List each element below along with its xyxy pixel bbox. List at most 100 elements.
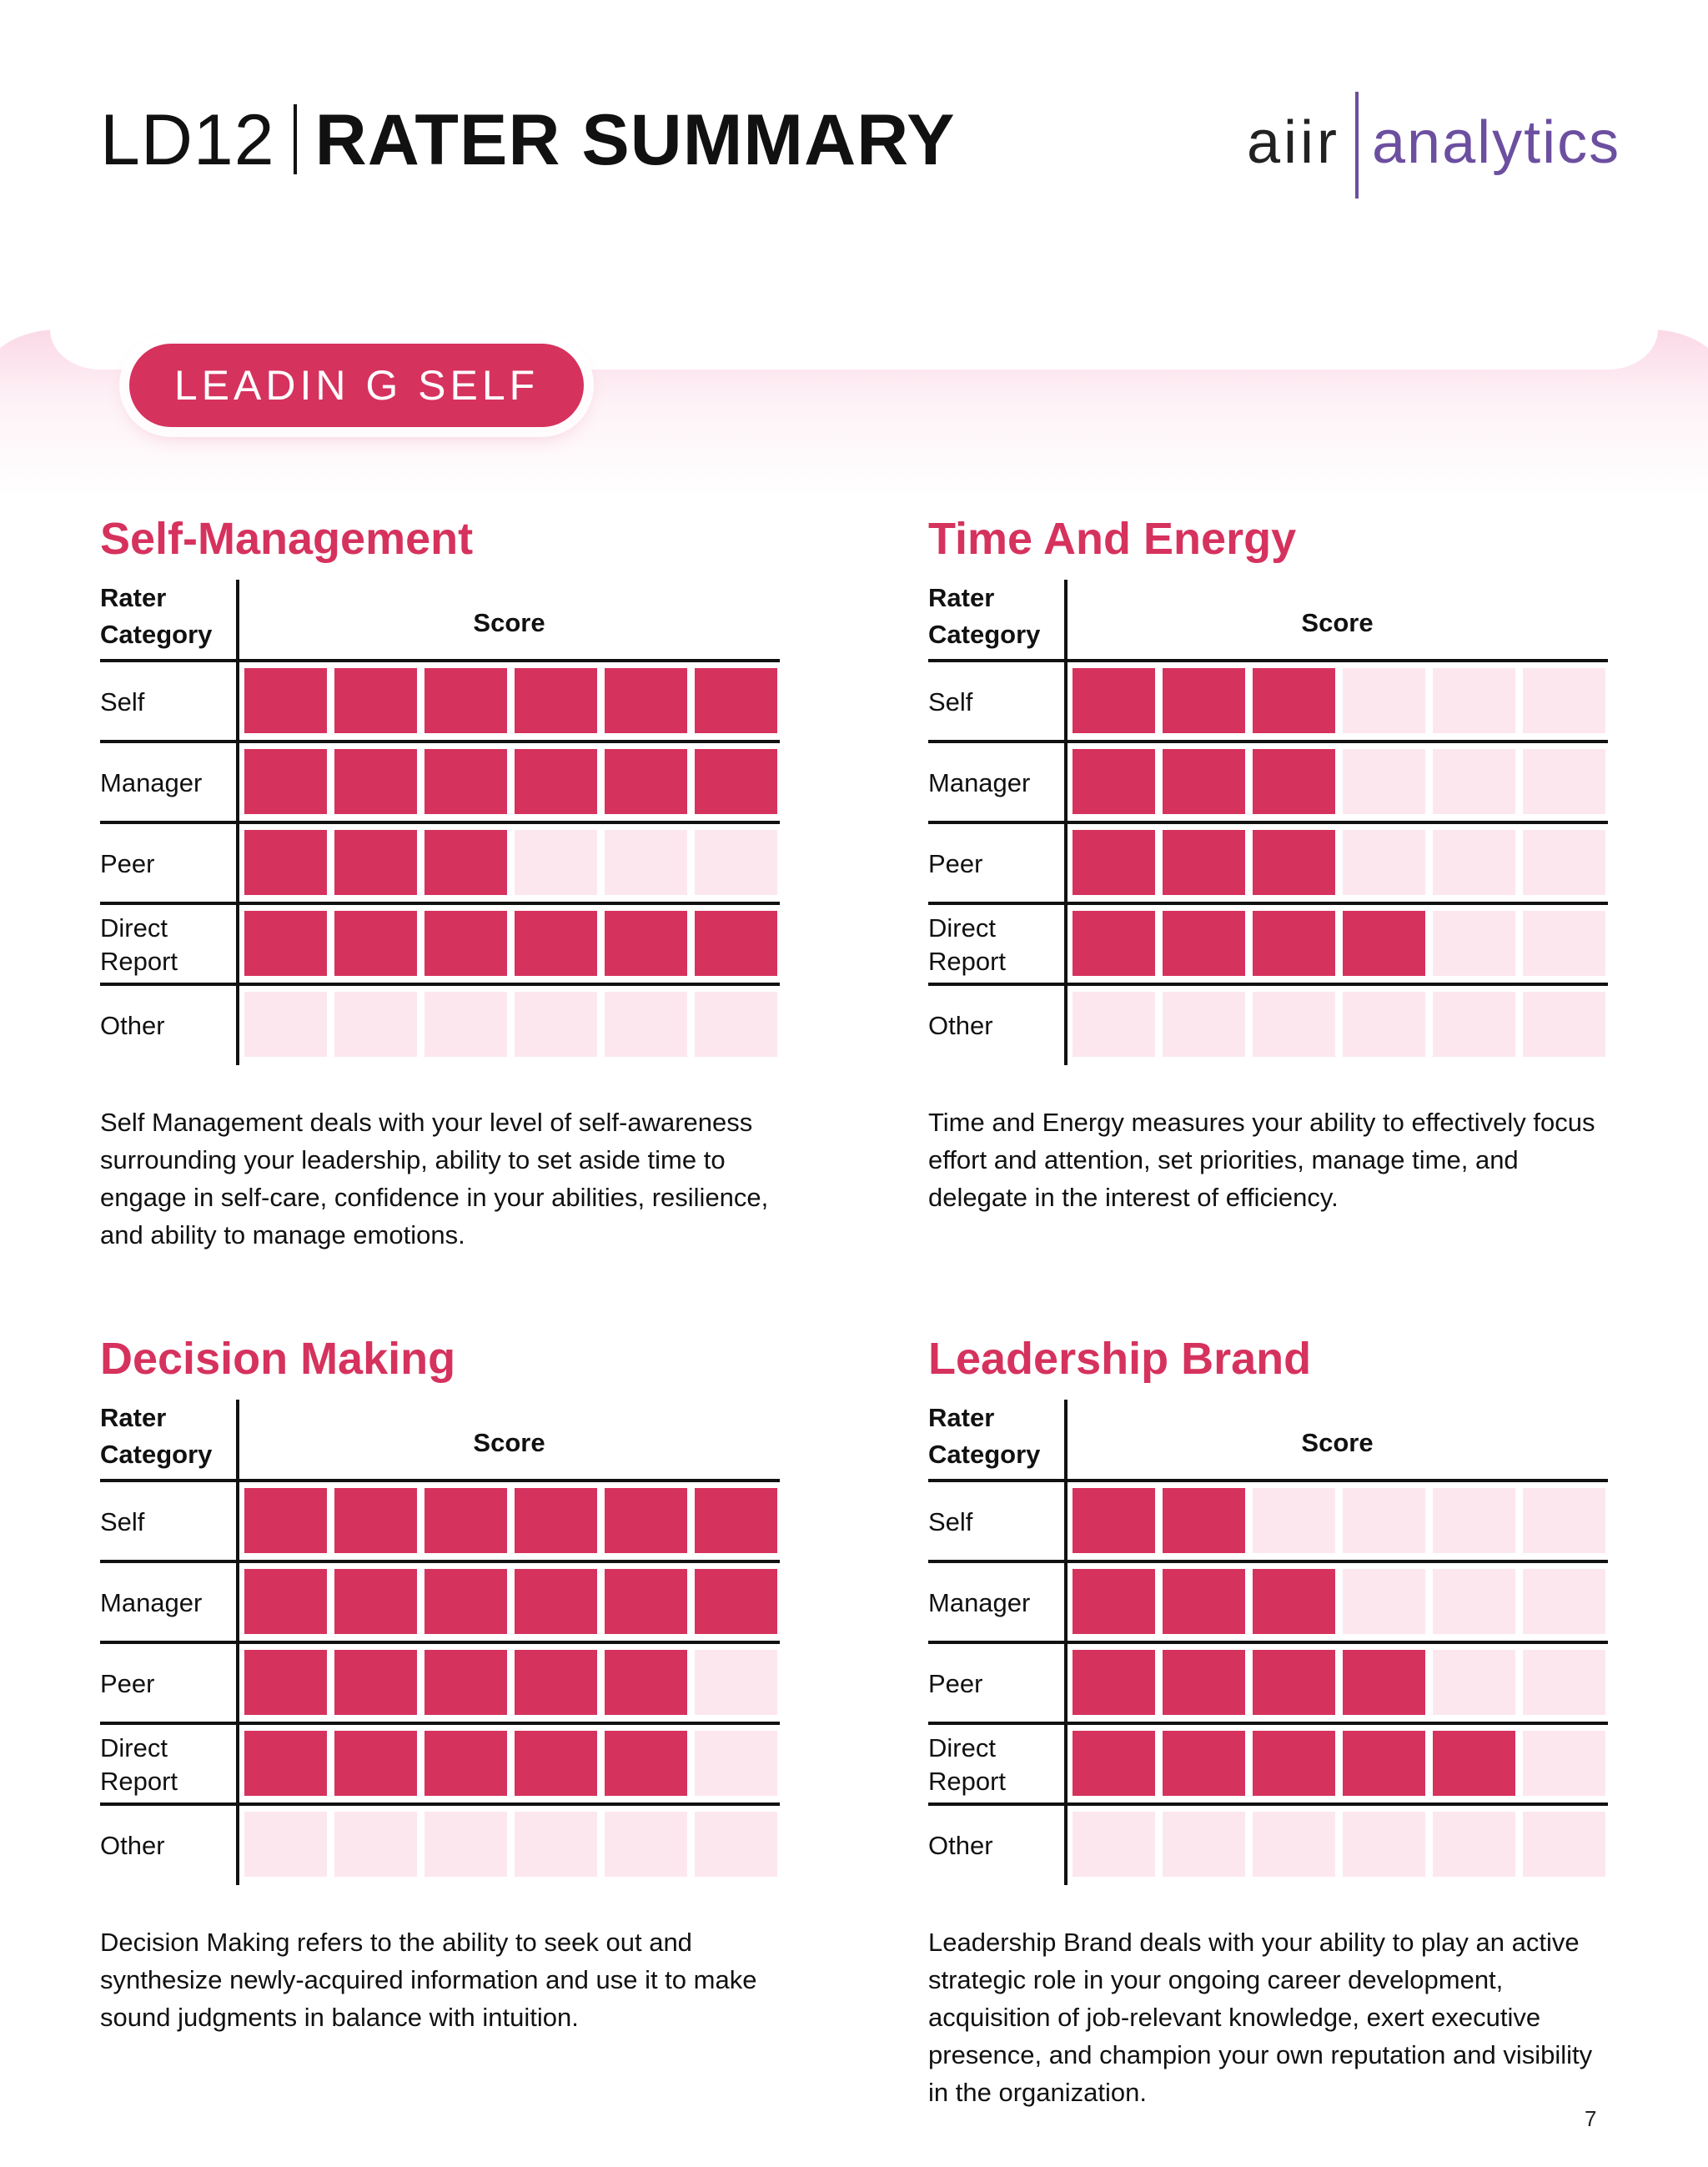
score-cell-filled bbox=[424, 749, 507, 814]
table-divider-horizontal bbox=[100, 983, 780, 986]
section-heading: Time And Energy bbox=[928, 514, 1297, 564]
logo-text-left: aiir bbox=[1247, 109, 1341, 176]
score-cell-empty bbox=[1433, 1812, 1515, 1877]
table-divider-horizontal bbox=[100, 1479, 780, 1482]
score-header: Score bbox=[473, 1428, 545, 1457]
score-cell-filled bbox=[1433, 1731, 1515, 1796]
score-cell-empty bbox=[1523, 1488, 1605, 1553]
score-cell-empty bbox=[515, 992, 597, 1057]
score-cell-filled bbox=[1253, 830, 1335, 895]
table-divider-horizontal bbox=[100, 659, 780, 662]
rater-category-label: Self bbox=[100, 1507, 145, 1536]
score-cell-empty bbox=[424, 1812, 507, 1877]
score-cell-filled bbox=[244, 1569, 327, 1634]
score-cell-filled bbox=[1253, 911, 1335, 976]
score-cell-filled bbox=[695, 911, 777, 976]
score-cell-filled bbox=[605, 1488, 687, 1553]
score-cell-filled bbox=[244, 668, 327, 733]
rater-category-label: Direct Report bbox=[928, 1733, 1007, 1796]
score-cell-filled bbox=[695, 1569, 777, 1634]
score-cell-empty bbox=[605, 992, 687, 1057]
score-cell-filled bbox=[1253, 1731, 1335, 1796]
section-description: Decision Making refers to the ability to… bbox=[100, 1928, 757, 2032]
score-cell-empty bbox=[1523, 1731, 1605, 1796]
score-table: Rater Category Score Self Manager Peer Direct… bbox=[928, 580, 1608, 1065]
score-cell-empty bbox=[1523, 1569, 1605, 1634]
rater-category-label: Other bbox=[100, 1011, 165, 1040]
rater-category-label: Other bbox=[100, 1831, 165, 1860]
score-cell-empty bbox=[334, 1812, 417, 1877]
rater-category-label: Other bbox=[928, 1831, 993, 1860]
rater-category-label: Manager bbox=[928, 768, 1031, 797]
score-cell-empty bbox=[1433, 1569, 1515, 1634]
score-cell-filled bbox=[1253, 1569, 1335, 1634]
score-cell-filled bbox=[605, 1731, 687, 1796]
table-divider-horizontal bbox=[100, 1802, 780, 1806]
score-cell-filled bbox=[1073, 668, 1155, 733]
score-cell-filled bbox=[334, 1731, 417, 1796]
score-cell-empty bbox=[1433, 1488, 1515, 1553]
score-cell-filled bbox=[605, 1569, 687, 1634]
score-cell-empty bbox=[1073, 1812, 1155, 1877]
rater-category-label: Manager bbox=[100, 1588, 203, 1617]
score-cell-filled bbox=[605, 668, 687, 733]
page-title: LD12 RATER SUMMARY bbox=[100, 98, 955, 182]
table-divider-horizontal bbox=[928, 1802, 1608, 1806]
section-heading: Decision Making bbox=[100, 1334, 456, 1384]
table-divider-horizontal bbox=[100, 1722, 780, 1725]
score-cell-filled bbox=[1163, 1650, 1245, 1715]
score-cell-filled bbox=[515, 1488, 597, 1553]
score-cell-filled bbox=[334, 749, 417, 814]
table-divider-horizontal bbox=[100, 1560, 780, 1563]
score-cell-filled bbox=[244, 830, 327, 895]
score-cell-filled bbox=[1253, 749, 1335, 814]
score-cell-filled bbox=[1073, 830, 1155, 895]
score-cell-empty bbox=[1343, 1812, 1425, 1877]
section-heading: Self-Management bbox=[100, 514, 474, 564]
score-cell-empty bbox=[605, 1812, 687, 1877]
rater-category-label: Self bbox=[928, 687, 973, 716]
score-cell-filled bbox=[1163, 1569, 1245, 1634]
score-cell-filled bbox=[424, 1731, 507, 1796]
table-divider-horizontal bbox=[928, 1560, 1608, 1563]
score-cell-empty bbox=[1523, 830, 1605, 895]
score-cell-filled bbox=[515, 1650, 597, 1715]
score-cell-filled bbox=[515, 1569, 597, 1634]
rater-category-label: Peer bbox=[928, 849, 983, 878]
score-table: Rater Category Score Self Manager Peer Direct… bbox=[100, 580, 780, 1065]
rater-category-label: Self bbox=[928, 1507, 973, 1536]
score-cell-empty bbox=[695, 1731, 777, 1796]
rater-category-header: Rater Category bbox=[928, 1403, 1041, 1469]
rater-category-label: Peer bbox=[100, 1669, 155, 1698]
page-number: 7 bbox=[1585, 2106, 1597, 2131]
rater-category-label: Direct Report bbox=[928, 913, 1007, 976]
score-cell-empty bbox=[1523, 1812, 1605, 1877]
score-cell-filled bbox=[334, 911, 417, 976]
rater-category-label: Manager bbox=[100, 768, 203, 797]
score-cell-empty bbox=[1523, 911, 1605, 976]
section-heading: Leadership Brand bbox=[928, 1334, 1312, 1384]
score-cell-filled bbox=[424, 1488, 507, 1553]
score-cell-empty bbox=[1343, 749, 1425, 814]
score-cell-filled bbox=[1253, 668, 1335, 733]
score-header: Score bbox=[1301, 1428, 1374, 1457]
rater-category-label: Direct Report bbox=[100, 1733, 178, 1796]
table-divider-horizontal bbox=[928, 902, 1608, 905]
score-cell-empty bbox=[1433, 1650, 1515, 1715]
score-cell-filled bbox=[1343, 911, 1425, 976]
score-cell-empty bbox=[1343, 830, 1425, 895]
rater-section: Leadership Brand Rater Category Score Self M… bbox=[928, 1333, 1612, 2167]
score-cell-empty bbox=[1163, 992, 1245, 1057]
score-cell-filled bbox=[1073, 749, 1155, 814]
score-cell-empty bbox=[1523, 668, 1605, 733]
rater-section: Decision Making Rater Category Score Self Ma… bbox=[100, 1333, 784, 2167]
section-description: Leadership Brand deals with your ability… bbox=[928, 1928, 1593, 2107]
rater-category-label: Manager bbox=[928, 1588, 1031, 1617]
score-cell-filled bbox=[244, 749, 327, 814]
score-cell-empty bbox=[695, 830, 777, 895]
score-cell-filled bbox=[1163, 668, 1245, 733]
score-cell-filled bbox=[244, 911, 327, 976]
score-cell-filled bbox=[1343, 1731, 1425, 1796]
score-header: Score bbox=[1301, 608, 1374, 637]
score-header: Score bbox=[473, 608, 545, 637]
